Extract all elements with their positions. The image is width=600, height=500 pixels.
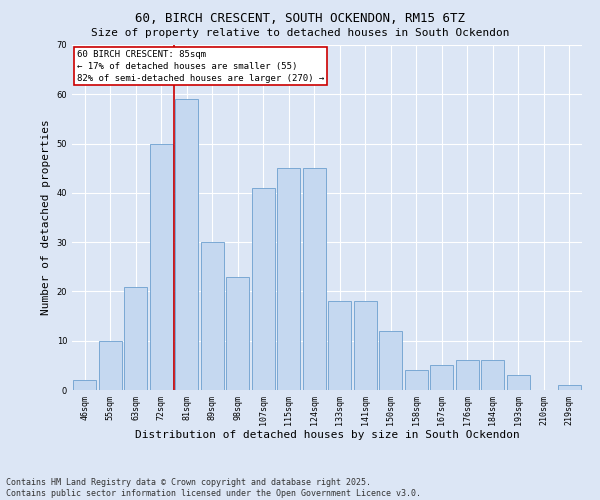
Bar	[201, 242, 224, 390]
Bar	[456, 360, 479, 390]
X-axis label: Distribution of detached houses by size in South Ockendon: Distribution of detached houses by size …	[134, 430, 520, 440]
Text: 60, BIRCH CRESCENT, SOUTH OCKENDON, RM15 6TZ: 60, BIRCH CRESCENT, SOUTH OCKENDON, RM15…	[135, 12, 465, 26]
Bar	[481, 360, 504, 390]
Bar	[558, 385, 581, 390]
Bar	[277, 168, 300, 390]
Bar	[150, 144, 173, 390]
Bar	[430, 366, 453, 390]
Bar	[226, 276, 249, 390]
Bar	[252, 188, 275, 390]
Bar	[73, 380, 96, 390]
Bar	[124, 286, 147, 390]
Text: 60 BIRCH CRESCENT: 85sqm
← 17% of detached houses are smaller (55)
82% of semi-d: 60 BIRCH CRESCENT: 85sqm ← 17% of detach…	[77, 50, 325, 83]
Text: Contains HM Land Registry data © Crown copyright and database right 2025.
Contai: Contains HM Land Registry data © Crown c…	[6, 478, 421, 498]
Bar	[328, 302, 351, 390]
Y-axis label: Number of detached properties: Number of detached properties	[41, 120, 51, 316]
Bar	[354, 302, 377, 390]
Bar	[175, 99, 198, 390]
Text: Size of property relative to detached houses in South Ockendon: Size of property relative to detached ho…	[91, 28, 509, 38]
Bar	[405, 370, 428, 390]
Bar	[99, 340, 122, 390]
Bar	[379, 331, 402, 390]
Bar	[507, 375, 530, 390]
Bar	[303, 168, 326, 390]
